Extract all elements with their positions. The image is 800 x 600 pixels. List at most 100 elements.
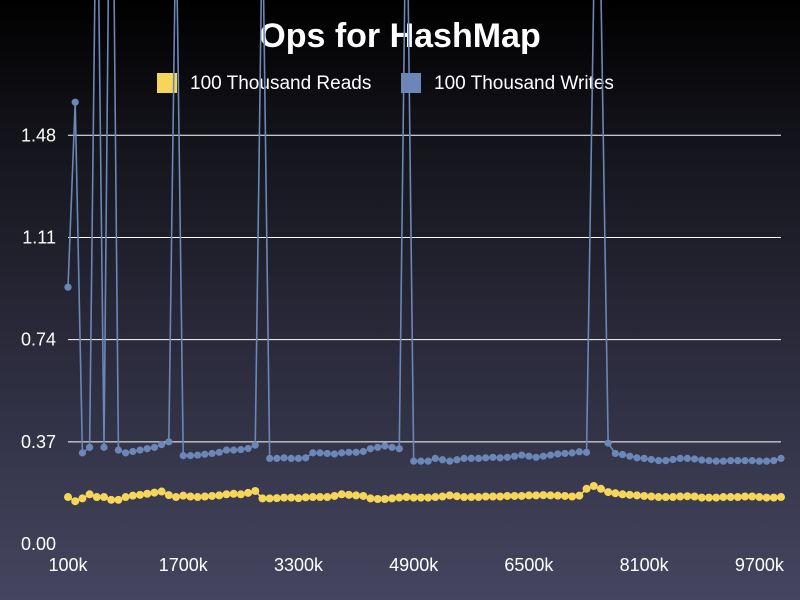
data-point[interactable] [596, 484, 605, 493]
data-point[interactable] [762, 493, 771, 502]
data-point[interactable] [172, 493, 181, 502]
data-point[interactable] [308, 493, 317, 502]
data-point[interactable] [748, 492, 757, 501]
data-point[interactable] [388, 494, 397, 503]
data-point[interactable] [309, 449, 317, 457]
data-point[interactable] [143, 445, 151, 453]
data-point[interactable] [201, 450, 209, 458]
data-point[interactable] [503, 491, 512, 500]
data-point[interactable] [280, 454, 288, 462]
data-point[interactable] [258, 494, 267, 503]
data-point[interactable] [64, 493, 72, 502]
data-point[interactable] [200, 492, 209, 501]
data-point[interactable] [323, 493, 332, 502]
data-point[interactable] [647, 455, 655, 464]
data-point[interactable] [402, 493, 411, 502]
data-point[interactable] [460, 454, 468, 462]
data-point[interactable] [100, 493, 109, 502]
data-point[interactable] [712, 493, 721, 502]
data-point[interactable] [568, 449, 576, 457]
data-point[interactable] [481, 492, 490, 501]
data-point[interactable] [618, 450, 627, 459]
data-point[interactable] [230, 446, 238, 454]
data-point[interactable] [236, 490, 245, 499]
data-point[interactable] [92, 493, 101, 502]
data-point[interactable] [698, 456, 706, 464]
data-point[interactable] [726, 493, 735, 502]
data-point[interactable] [546, 451, 555, 459]
data-point[interactable] [669, 455, 677, 464]
data-point[interactable] [697, 493, 706, 502]
data-point[interactable] [222, 446, 231, 454]
data-point[interactable] [193, 493, 202, 502]
data-point[interactable] [438, 492, 447, 501]
data-point[interactable] [654, 457, 663, 465]
data-point[interactable] [604, 488, 613, 497]
data-point[interactable] [366, 445, 375, 453]
data-point[interactable] [748, 457, 756, 465]
data-point[interactable] [683, 492, 692, 501]
data-point[interactable] [121, 493, 130, 502]
data-point[interactable] [157, 487, 166, 496]
data-point[interactable] [122, 449, 130, 457]
data-point[interactable] [416, 493, 425, 502]
data-point[interactable] [265, 494, 274, 503]
data-point[interactable] [611, 489, 620, 498]
data-point[interactable] [575, 491, 584, 500]
data-point[interactable] [632, 491, 641, 500]
data-point[interactable] [460, 493, 469, 502]
data-point[interactable] [301, 493, 310, 502]
data-point[interactable] [517, 491, 526, 500]
data-point[interactable] [366, 494, 375, 503]
data-point[interactable] [582, 484, 591, 493]
data-point[interactable] [431, 454, 439, 462]
legend-item-reads[interactable]: 100 Thousand Reads [157, 73, 371, 94]
data-point[interactable] [359, 447, 367, 456]
data-point[interactable] [690, 492, 699, 501]
data-point[interactable] [518, 451, 526, 459]
data-point[interactable] [647, 492, 656, 501]
data-point[interactable] [446, 457, 454, 465]
data-point[interactable] [323, 449, 331, 458]
data-point[interactable] [158, 440, 166, 449]
data-point[interactable] [640, 491, 649, 500]
data-point[interactable] [445, 491, 454, 500]
data-point[interactable] [676, 492, 685, 501]
legend-item-writes[interactable]: 100 Thousand Writes [401, 73, 614, 94]
data-point[interactable] [683, 454, 691, 462]
data-point[interactable] [150, 443, 159, 451]
data-point[interactable] [186, 492, 195, 501]
data-point[interactable] [100, 443, 108, 451]
data-point[interactable] [208, 491, 217, 500]
data-point[interactable] [719, 457, 727, 465]
data-point[interactable] [762, 457, 771, 465]
data-point[interactable] [424, 493, 433, 502]
data-point[interactable] [733, 493, 742, 502]
data-point[interactable] [352, 491, 361, 500]
data-point[interactable] [482, 454, 490, 462]
data-point[interactable] [143, 489, 152, 498]
data-point[interactable] [208, 449, 216, 458]
data-point[interactable] [294, 454, 303, 462]
data-point[interactable] [777, 493, 785, 502]
data-point[interactable] [510, 452, 519, 460]
data-point[interactable] [726, 457, 735, 465]
data-point[interactable] [78, 494, 87, 503]
data-point[interactable] [114, 446, 123, 454]
data-point[interactable] [251, 486, 260, 495]
data-point[interactable] [165, 438, 173, 446]
data-point[interactable] [409, 493, 418, 502]
data-point[interactable] [194, 451, 202, 459]
data-point[interactable] [229, 489, 238, 498]
data-point[interactable] [272, 494, 281, 503]
data-point[interactable] [705, 457, 713, 465]
data-point[interactable] [712, 457, 720, 465]
data-point[interactable] [525, 452, 533, 460]
data-point[interactable] [561, 449, 569, 458]
data-point[interactable] [128, 491, 137, 500]
data-point[interactable] [381, 442, 389, 450]
data-point[interactable] [280, 493, 289, 502]
data-point[interactable] [78, 449, 87, 457]
data-point[interactable] [633, 454, 641, 462]
data-point[interactable] [668, 493, 677, 502]
